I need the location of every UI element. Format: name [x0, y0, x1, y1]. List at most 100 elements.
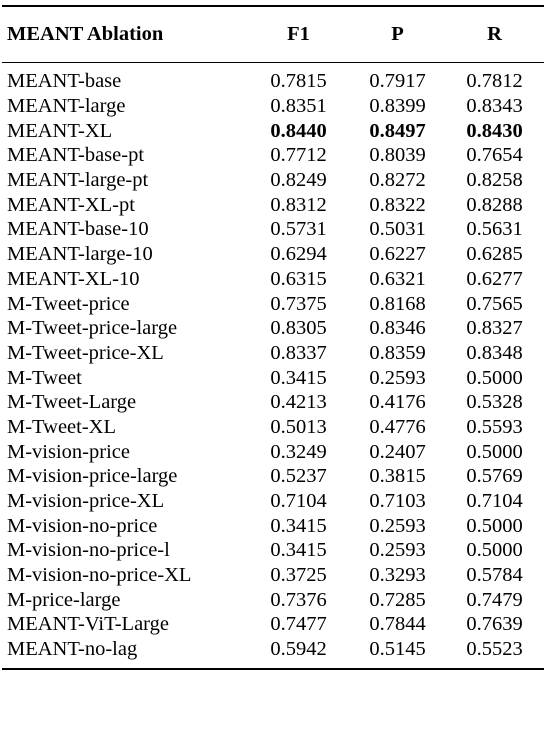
- row-name-cell: M-Tweet-Large: [7, 391, 137, 414]
- row-p-cell: 0.6227: [369, 243, 426, 266]
- row-f1-cell: 0.3415: [270, 539, 327, 562]
- row-r-cell: 0.5523: [466, 638, 523, 661]
- row-name-cell: MEANT-base-pt: [7, 144, 145, 167]
- table-row: M-Tweet 0.3415 0.2593 0.5000: [2, 365, 544, 390]
- row-r-cell: 0.5769: [466, 465, 523, 488]
- row-r-cell: 0.8288: [466, 193, 523, 216]
- table-row: MEANT-large-10 0.6294 0.6227 0.6285: [2, 242, 544, 267]
- row-f1-cell: 0.7815: [270, 70, 327, 93]
- row-name-cell: M-Tweet-price-large: [7, 317, 178, 340]
- table-row: MEANT-XL-10 0.6315 0.6321 0.6277: [2, 267, 544, 292]
- header-f1: F1: [287, 23, 310, 45]
- table-body: MEANT-base 0.7815 0.7917 0.7812 MEANT-large 0…: [2, 63, 544, 669]
- row-name-cell: MEANT-base-10: [7, 218, 149, 241]
- row-name-cell: M-Tweet-price-XL: [7, 341, 164, 364]
- row-p-cell: 0.8497: [369, 119, 426, 142]
- row-f1-cell: 0.7104: [270, 490, 327, 513]
- table-header: MEANT Ablation F1 P R: [2, 6, 544, 63]
- table-row: MEANT-no-lag 0.5942 0.5145 0.5523: [2, 637, 544, 669]
- row-f1-cell: 0.7375: [270, 292, 327, 315]
- row-name-cell: M-price-large: [7, 588, 121, 611]
- row-r-cell: 0.6285: [466, 243, 523, 266]
- row-p-cell: 0.3293: [369, 564, 426, 587]
- row-f1-cell: 0.8312: [270, 193, 327, 216]
- header-r: R: [487, 23, 502, 45]
- row-f1-cell: 0.8249: [270, 169, 327, 192]
- row-p-cell: 0.7103: [369, 490, 426, 513]
- header-ablation: MEANT Ablation: [7, 23, 164, 45]
- row-name-cell: M-Tweet: [7, 366, 82, 389]
- row-name-cell: MEANT-XL-pt: [7, 193, 135, 216]
- row-r-cell: 0.5784: [466, 564, 523, 587]
- row-name-cell: MEANT-base: [7, 70, 122, 93]
- table-row: M-vision-price-large 0.5237 0.3815 0.5769: [2, 464, 544, 489]
- row-name-cell: MEANT-large: [7, 95, 126, 118]
- row-f1-cell: 0.5731: [270, 218, 327, 241]
- row-p-cell: 0.5145: [369, 638, 426, 661]
- row-p-cell: 0.7917: [369, 70, 426, 93]
- row-r-cell: 0.8343: [466, 95, 523, 118]
- row-f1-cell: 0.5942: [270, 638, 327, 661]
- row-name-cell: M-vision-price-large: [7, 465, 178, 488]
- row-p-cell: 0.8346: [369, 317, 426, 340]
- row-r-cell: 0.5000: [466, 514, 523, 537]
- row-r-cell: 0.8258: [466, 169, 523, 192]
- row-p-cell: 0.6321: [369, 267, 426, 290]
- row-r-cell: 0.5000: [466, 366, 523, 389]
- row-f1-cell: 0.7376: [270, 588, 327, 611]
- row-p-cell: 0.7285: [369, 588, 426, 611]
- row-p-cell: 0.2407: [369, 440, 426, 463]
- row-f1-cell: 0.5237: [270, 465, 327, 488]
- row-r-cell: 0.5593: [466, 415, 523, 438]
- row-f1-cell: 0.5013: [270, 415, 327, 438]
- table-row: M-vision-no-price-l 0.3415 0.2593 0.5000: [2, 538, 544, 563]
- row-r-cell: 0.7639: [466, 613, 523, 636]
- row-f1-cell: 0.8351: [270, 95, 327, 118]
- row-name-cell: M-vision-no-price-l: [7, 539, 170, 562]
- table-row: MEANT-base-pt 0.7712 0.8039 0.7654: [2, 143, 544, 168]
- row-f1-cell: 0.7712: [270, 144, 327, 167]
- row-p-cell: 0.8168: [369, 292, 426, 315]
- ablation-table-container: MEANT Ablation F1 P R MEANT-base 0.7815 0.…: [2, 6, 544, 669]
- row-r-cell: 0.7654: [466, 144, 523, 167]
- row-p-cell: 0.2593: [369, 539, 426, 562]
- row-r-cell: 0.7479: [466, 588, 523, 611]
- table-row: MEANT-base 0.7815 0.7917 0.7812: [2, 63, 544, 94]
- row-r-cell: 0.8327: [466, 317, 523, 340]
- row-f1-cell: 0.6294: [270, 243, 327, 266]
- table-row: MEANT-ViT-Large 0.7477 0.7844 0.7639: [2, 612, 544, 637]
- table-row: MEANT-large-pt 0.8249 0.8272 0.8258: [2, 168, 544, 193]
- table-row: MEANT-large 0.8351 0.8399 0.8343: [2, 94, 544, 119]
- row-f1-cell: 0.8337: [270, 341, 327, 364]
- row-p-cell: 0.3815: [369, 465, 426, 488]
- row-f1-cell: 0.8305: [270, 317, 327, 340]
- row-f1-cell: 0.4213: [270, 391, 327, 414]
- row-f1-cell: 0.8440: [270, 119, 327, 142]
- row-name-cell: MEANT-large-pt: [7, 169, 149, 192]
- table-row: M-vision-price 0.3249 0.2407 0.5000: [2, 439, 544, 464]
- row-r-cell: 0.5631: [466, 218, 523, 241]
- row-r-cell: 0.8348: [466, 341, 523, 364]
- row-name-cell: M-vision-no-price: [7, 514, 158, 537]
- table-row: M-vision-no-price 0.3415 0.2593 0.5000: [2, 513, 544, 538]
- row-name-cell: M-Tweet-price: [7, 292, 130, 315]
- row-name-cell: MEANT-no-lag: [7, 638, 138, 661]
- row-p-cell: 0.8039: [369, 144, 426, 167]
- table-row: MEANT-XL 0.8440 0.8497 0.8430: [2, 118, 544, 143]
- row-p-cell: 0.8322: [369, 193, 426, 216]
- row-name-cell: M-vision-price-XL: [7, 490, 165, 513]
- row-r-cell: 0.7812: [466, 70, 523, 93]
- row-p-cell: 0.8399: [369, 95, 426, 118]
- row-f1-cell: 0.3415: [270, 514, 327, 537]
- row-name-cell: MEANT-large-10: [7, 243, 153, 266]
- row-p-cell: 0.8359: [369, 341, 426, 364]
- table-row: M-Tweet-XL 0.5013 0.4776 0.5593: [2, 415, 544, 440]
- table-row: M-Tweet-price 0.7375 0.8168 0.7565: [2, 291, 544, 316]
- header-p: P: [391, 23, 404, 45]
- table-row: M-Tweet-price-large 0.8305 0.8346 0.8327: [2, 316, 544, 341]
- row-f1-cell: 0.3415: [270, 366, 327, 389]
- row-name-cell: M-vision-price: [7, 440, 130, 463]
- row-r-cell: 0.7104: [466, 490, 523, 513]
- row-r-cell: 0.6277: [466, 267, 523, 290]
- row-r-cell: 0.8430: [466, 119, 523, 142]
